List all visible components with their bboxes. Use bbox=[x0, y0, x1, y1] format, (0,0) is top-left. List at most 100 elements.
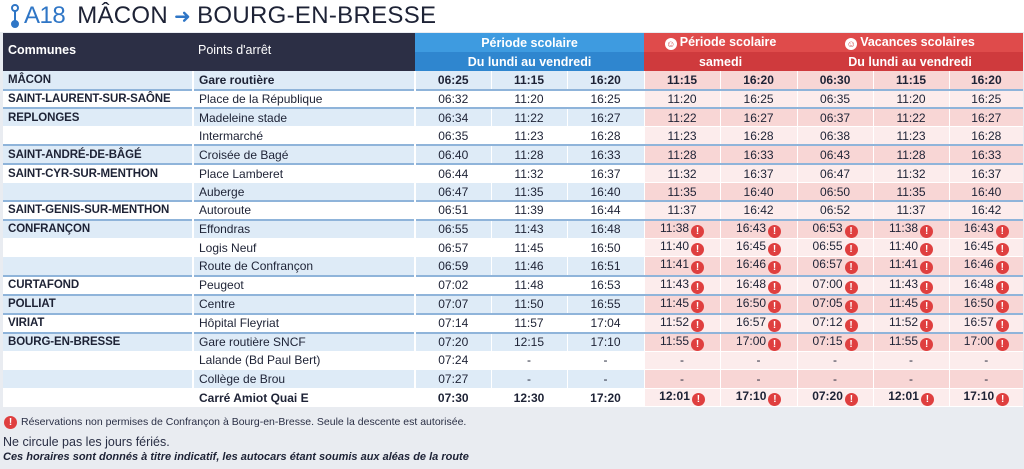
time-value: 06:34 bbox=[438, 110, 469, 125]
stop-cell: Effondras bbox=[193, 218, 416, 239]
table-row: CONFRANÇON Effondras 06:55 11:43 16:48 11:38!… bbox=[3, 218, 1024, 239]
time-cell: 11:43 bbox=[490, 218, 567, 239]
time-value: 16:20 bbox=[970, 72, 1002, 87]
time-value: 06:57 bbox=[812, 257, 843, 272]
time-cell: - bbox=[490, 369, 567, 389]
time-value: 06:35 bbox=[820, 91, 851, 106]
alert-icon: ! bbox=[995, 280, 1009, 294]
holidays-subheader: Du lundi au vendredi bbox=[797, 52, 1024, 71]
time-value: 17:20 bbox=[590, 390, 621, 405]
time-value: 16:45 bbox=[963, 239, 994, 254]
time-cell: 16:46! bbox=[948, 256, 1024, 277]
time-cell: 16:20 bbox=[566, 71, 645, 91]
school-saturday-subheader: samedi bbox=[644, 52, 798, 71]
time-cell: 16:46! bbox=[719, 256, 798, 277]
time-cell: 06:51 bbox=[414, 200, 491, 221]
time-cell: 11:45 bbox=[490, 238, 567, 258]
table-row: CURTAFOND Peugeot 07:02 11:48 16:53 11:43! 16:… bbox=[3, 274, 1024, 296]
time-cell: 07:02 bbox=[414, 274, 491, 296]
alert-icon: ! bbox=[768, 261, 782, 275]
arrow-right-icon: ➜ bbox=[174, 5, 192, 28]
time-value: 16:25 bbox=[590, 91, 621, 106]
time-cell: 16:43! bbox=[719, 218, 798, 239]
time-cell: 11:35 bbox=[490, 182, 567, 202]
time-cell: 16:27 bbox=[719, 107, 798, 128]
time-value: - bbox=[527, 353, 531, 368]
time-cell: 16:40 bbox=[566, 182, 645, 202]
time-value: 06:59 bbox=[438, 258, 469, 273]
time-value: 12:30 bbox=[513, 390, 545, 405]
alert-icon: ! bbox=[768, 337, 782, 351]
time-cell: 16:33 bbox=[948, 144, 1024, 165]
time-value: 07:00 bbox=[812, 276, 843, 291]
time-value: 11:38 bbox=[659, 220, 690, 235]
time-value: - bbox=[756, 353, 761, 368]
time-cell: 16:45! bbox=[948, 238, 1024, 258]
time-value: 16:28 bbox=[743, 128, 774, 143]
table-row: REPLONGES Madeleine stade 06:34 11:22 16:27 1… bbox=[3, 107, 1024, 128]
time-value: 11:52 bbox=[888, 314, 919, 329]
time-value: 11:41 bbox=[659, 257, 690, 272]
time-cell: - bbox=[490, 351, 567, 371]
time-cell: 16:28 bbox=[719, 126, 798, 146]
stop-cell: Lalande (Bd Paul Bert) bbox=[193, 351, 416, 371]
time-value: 16:48 bbox=[963, 276, 994, 291]
time-value: 11:52 bbox=[659, 314, 690, 329]
time-value: 16:50 bbox=[736, 295, 767, 310]
time-cell: 11:20 bbox=[490, 88, 567, 109]
time-value: 16:42 bbox=[971, 203, 1002, 218]
time-cell: 16:20 bbox=[719, 71, 798, 91]
time-cell: 07:12! bbox=[796, 312, 874, 334]
alert-icon: ! bbox=[920, 243, 934, 256]
alert-icon: ! bbox=[844, 318, 858, 332]
time-value: 16:27 bbox=[743, 110, 774, 125]
commune-cell bbox=[3, 238, 194, 258]
commune-cell: MÂCON bbox=[3, 71, 194, 91]
line-code: A18 bbox=[24, 2, 66, 29]
table-row: SAINT-LAURENT-SUR-SAÔNE Place de la Répub… bbox=[3, 88, 1024, 109]
time-value: 16:53 bbox=[590, 278, 621, 293]
time-value: 16:40 bbox=[971, 184, 1002, 199]
commune-cell: SAINT-LAURENT-SUR-SAÔNE bbox=[3, 88, 194, 109]
table-row: Carré Amiot Quai E 07:30 12:30 17:20 12:01! 1… bbox=[3, 388, 1024, 408]
time-value: 07:12 bbox=[812, 314, 843, 329]
time-cell: 12:15 bbox=[490, 331, 567, 352]
alert-icon: ! bbox=[691, 393, 705, 406]
time-cell: 16:57! bbox=[948, 312, 1024, 334]
time-value: 11:22 bbox=[667, 110, 697, 125]
commune-cell: BOURG-EN-BRESSE bbox=[3, 331, 194, 352]
disclaimer-note: Ces horaires sont donnés à titre indicat… bbox=[3, 451, 469, 463]
alert-icon: ! bbox=[691, 243, 705, 256]
time-cell: 16:27 bbox=[948, 107, 1024, 128]
time-value: 11:39 bbox=[514, 203, 544, 218]
time-cell: 06:52 bbox=[796, 200, 874, 221]
alert-icon: ! bbox=[920, 261, 934, 275]
table-row: SAINT-GENIS-SUR-MENTHON Autoroute 06:51 11:… bbox=[3, 200, 1024, 221]
time-value: 16:33 bbox=[971, 147, 1002, 162]
time-value: 16:44 bbox=[590, 203, 621, 218]
time-cell: 11:37 bbox=[643, 200, 721, 221]
time-value: 11:35 bbox=[514, 184, 544, 199]
time-cell: 07:00! bbox=[796, 274, 874, 296]
time-cell: 07:20! bbox=[796, 388, 874, 408]
time-value: 16:27 bbox=[590, 110, 621, 125]
time-value: 16:51 bbox=[590, 258, 621, 273]
alert-icon: ! bbox=[920, 318, 934, 332]
time-cell: 16:48! bbox=[719, 274, 798, 296]
time-value: 16:43 bbox=[736, 220, 767, 235]
table-row: Intermarché 06:35 11:23 16:28 11:23 16:28 06:3… bbox=[3, 126, 1024, 146]
time-cell: - bbox=[719, 369, 798, 389]
time-value: 07:24 bbox=[438, 353, 469, 368]
alert-icon: ! bbox=[768, 393, 782, 406]
time-value: 07:14 bbox=[438, 316, 469, 331]
time-cell: 11:32 bbox=[490, 162, 567, 184]
time-value: 16:37 bbox=[971, 166, 1002, 181]
time-cell: 11:28 bbox=[643, 144, 721, 165]
time-value: 06:37 bbox=[820, 110, 851, 125]
stop-cell: Auberge bbox=[193, 182, 416, 202]
time-cell: 06:40 bbox=[414, 144, 491, 165]
table-row: VIRIAT Hôpital Fleyriat 07:14 11:57 17:04 11:… bbox=[3, 312, 1024, 334]
time-value: 16:28 bbox=[971, 128, 1002, 143]
time-value: 16:50 bbox=[590, 240, 621, 255]
time-cell: 16:37 bbox=[719, 162, 798, 184]
